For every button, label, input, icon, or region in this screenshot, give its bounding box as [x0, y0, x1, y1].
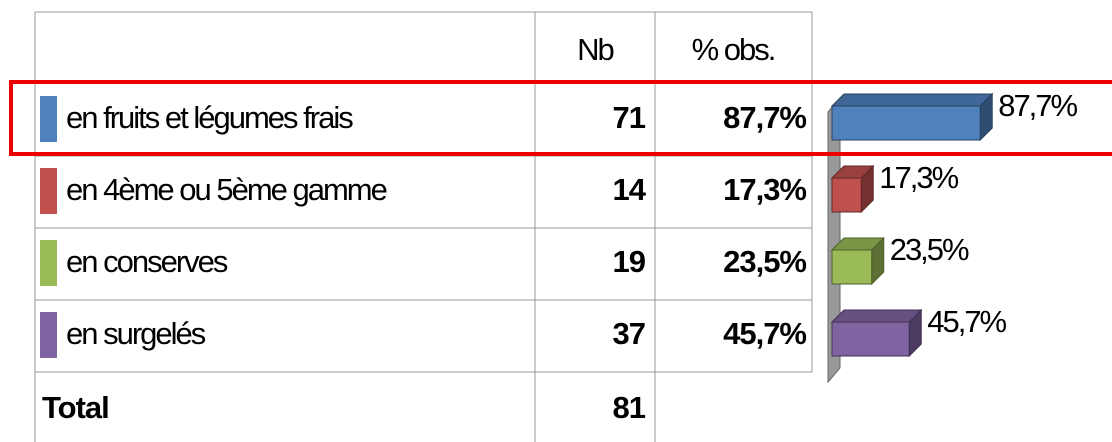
color-marker — [40, 96, 57, 142]
bar-label: 23,5% — [890, 232, 969, 267]
row-label: en fruits et légumes frais — [66, 100, 353, 135]
row-pct: 23,5% — [723, 244, 806, 279]
bar-label: 17,3% — [879, 160, 958, 195]
bar — [830, 308, 923, 358]
bar — [830, 236, 885, 286]
bar-label: 87,7% — [998, 88, 1077, 123]
row-label: en surgelés — [66, 316, 206, 351]
bar-face — [831, 177, 862, 213]
bar-face — [831, 321, 910, 357]
bar-face — [830, 93, 994, 107]
highlight-box — [9, 80, 1112, 156]
row-nb: 14 — [613, 172, 647, 207]
bar — [830, 164, 875, 214]
color-marker — [40, 312, 57, 358]
total-label: Total — [42, 390, 109, 425]
column-header: % obs. — [692, 32, 775, 67]
row-nb: 71 — [613, 100, 646, 135]
total-nb: 81 — [613, 390, 646, 425]
bar — [830, 92, 994, 142]
row-pct: 87,7% — [723, 100, 806, 135]
bar-face — [831, 105, 981, 141]
color-marker — [40, 240, 57, 286]
row-pct: 45,7% — [723, 316, 806, 351]
color-marker — [40, 168, 57, 214]
row-label: en conserves — [66, 244, 228, 279]
bar-label: 45,7% — [927, 304, 1006, 339]
row-nb: 19 — [613, 244, 646, 279]
row-pct: 17,3% — [723, 172, 806, 207]
bar-face — [831, 249, 873, 285]
column-header: Nb — [577, 32, 613, 67]
bar-face — [830, 309, 923, 323]
row-label: en 4ème ou 5ème gamme — [66, 172, 387, 207]
row-nb: 37 — [613, 316, 645, 351]
table-grid — [34, 11, 813, 442]
